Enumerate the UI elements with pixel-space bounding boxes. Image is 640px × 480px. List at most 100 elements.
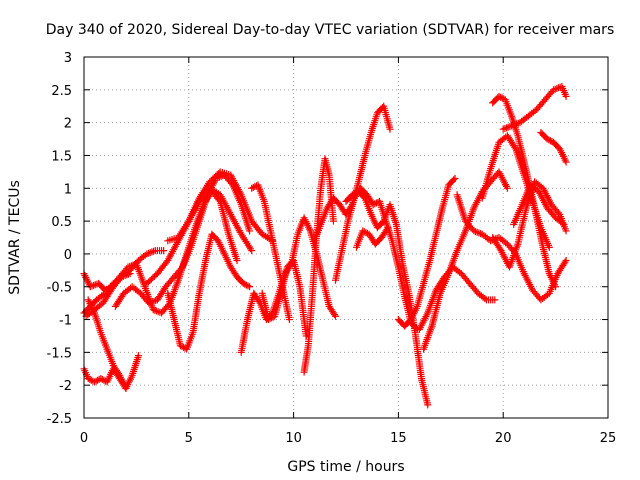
data-point-run [116,265,131,281]
data-point-run [413,282,427,310]
data-point-run [426,232,440,264]
data-point-run [338,219,352,255]
data-point-run [311,222,324,245]
data-point-run [508,119,522,130]
data-point-run [512,145,527,177]
data-point-run [244,291,257,323]
data-point-run [401,317,414,330]
data-point-run [392,220,406,266]
data-point-run [378,225,391,241]
data-point-run [550,83,564,94]
data-point-run [91,309,104,335]
data-point-run [371,235,384,248]
data-point [329,217,337,225]
series-track-27 [489,178,570,271]
data-point-run [225,230,240,262]
data-point-run [453,191,469,223]
data-point-run [495,234,510,247]
data-point-run [357,184,370,197]
data-point-run [227,211,244,236]
data-point-run [317,206,330,228]
data-point-run [420,259,433,287]
data-point-run [143,247,158,258]
data-point-run [411,329,425,380]
x-tick-label: 0 [80,431,88,446]
data-point-run [537,224,552,249]
data-point-run [466,279,481,296]
data-point-run [325,302,338,319]
data-point-run [449,263,464,276]
data-point-run [355,188,368,201]
data-point-run [407,304,420,323]
data-point-run [116,371,129,391]
data-point [246,227,254,235]
data-point-run [97,329,110,351]
data-point-run [195,193,211,225]
data-point-run [445,176,458,189]
data-point-run [296,283,310,338]
data-point-run [300,214,313,233]
data-point [562,227,570,235]
y-tick-label: 3 [64,51,72,66]
data-point-run [109,362,123,378]
y-tick-label: 2 [64,117,72,132]
data-point-run [495,168,510,190]
data-point-run [514,132,528,164]
data-point-run [355,154,368,186]
data-point-run [143,271,160,287]
data-point [248,247,256,255]
y-tick-label: 1 [64,182,72,197]
data-point-run [495,92,508,103]
series-track-16 [342,188,432,409]
x-tick-label: 5 [185,431,193,446]
data-point-run [216,197,232,236]
data-point-run [415,311,431,333]
data-point-run [237,230,254,253]
data-point-run [520,270,536,292]
data-point-run [487,140,502,173]
data-point-run [233,273,246,286]
data-point-run [277,265,291,297]
data-point-run [506,242,521,271]
data-point-run [319,276,333,308]
axis-ticks: 0 5 10 15 20 25 -2.5 -2 -1.5 -1 -0.5 0 0.5 1 1.5 2 2.5 3 [47,51,617,446]
series-track-20 [420,168,511,353]
data-point-run [489,234,504,253]
x-tick-label: 20 [495,431,512,446]
data-point [503,184,511,192]
data-point-run [453,229,469,255]
y-tick-label: -0.5 [47,281,72,296]
data-point-run [558,83,569,98]
data-point-run [438,183,452,212]
data-point-run [164,234,180,245]
data-point-run [189,291,203,337]
data-point-run [206,184,222,198]
data-point-run [153,258,170,278]
data-point-run [111,291,127,310]
data-point-run [361,131,375,159]
series-track-4 [82,188,241,320]
data-point-run [216,191,234,217]
data-point-run [137,289,152,305]
data-point-run [128,283,143,296]
data-point-run [248,217,265,237]
data-point-run [237,318,251,356]
series-track-9 [164,184,256,255]
data-point [160,247,168,255]
data-point-run [380,102,393,131]
data-point-run [164,289,178,321]
data-point-run [260,197,274,233]
y-tick-label: -2.5 [47,412,72,427]
data-point-run [162,275,177,291]
y-axis-label: SDTVAR / TECUs [7,180,23,295]
data-points [80,83,570,409]
data-point-run [367,111,381,136]
data-point-run [432,275,447,294]
data-point [126,270,134,278]
y-tick-label: 0 [64,248,72,263]
data-point-run [547,201,562,217]
data-point-run [227,171,244,197]
x-tick-label: 10 [285,431,302,446]
data-point-run [250,289,263,305]
